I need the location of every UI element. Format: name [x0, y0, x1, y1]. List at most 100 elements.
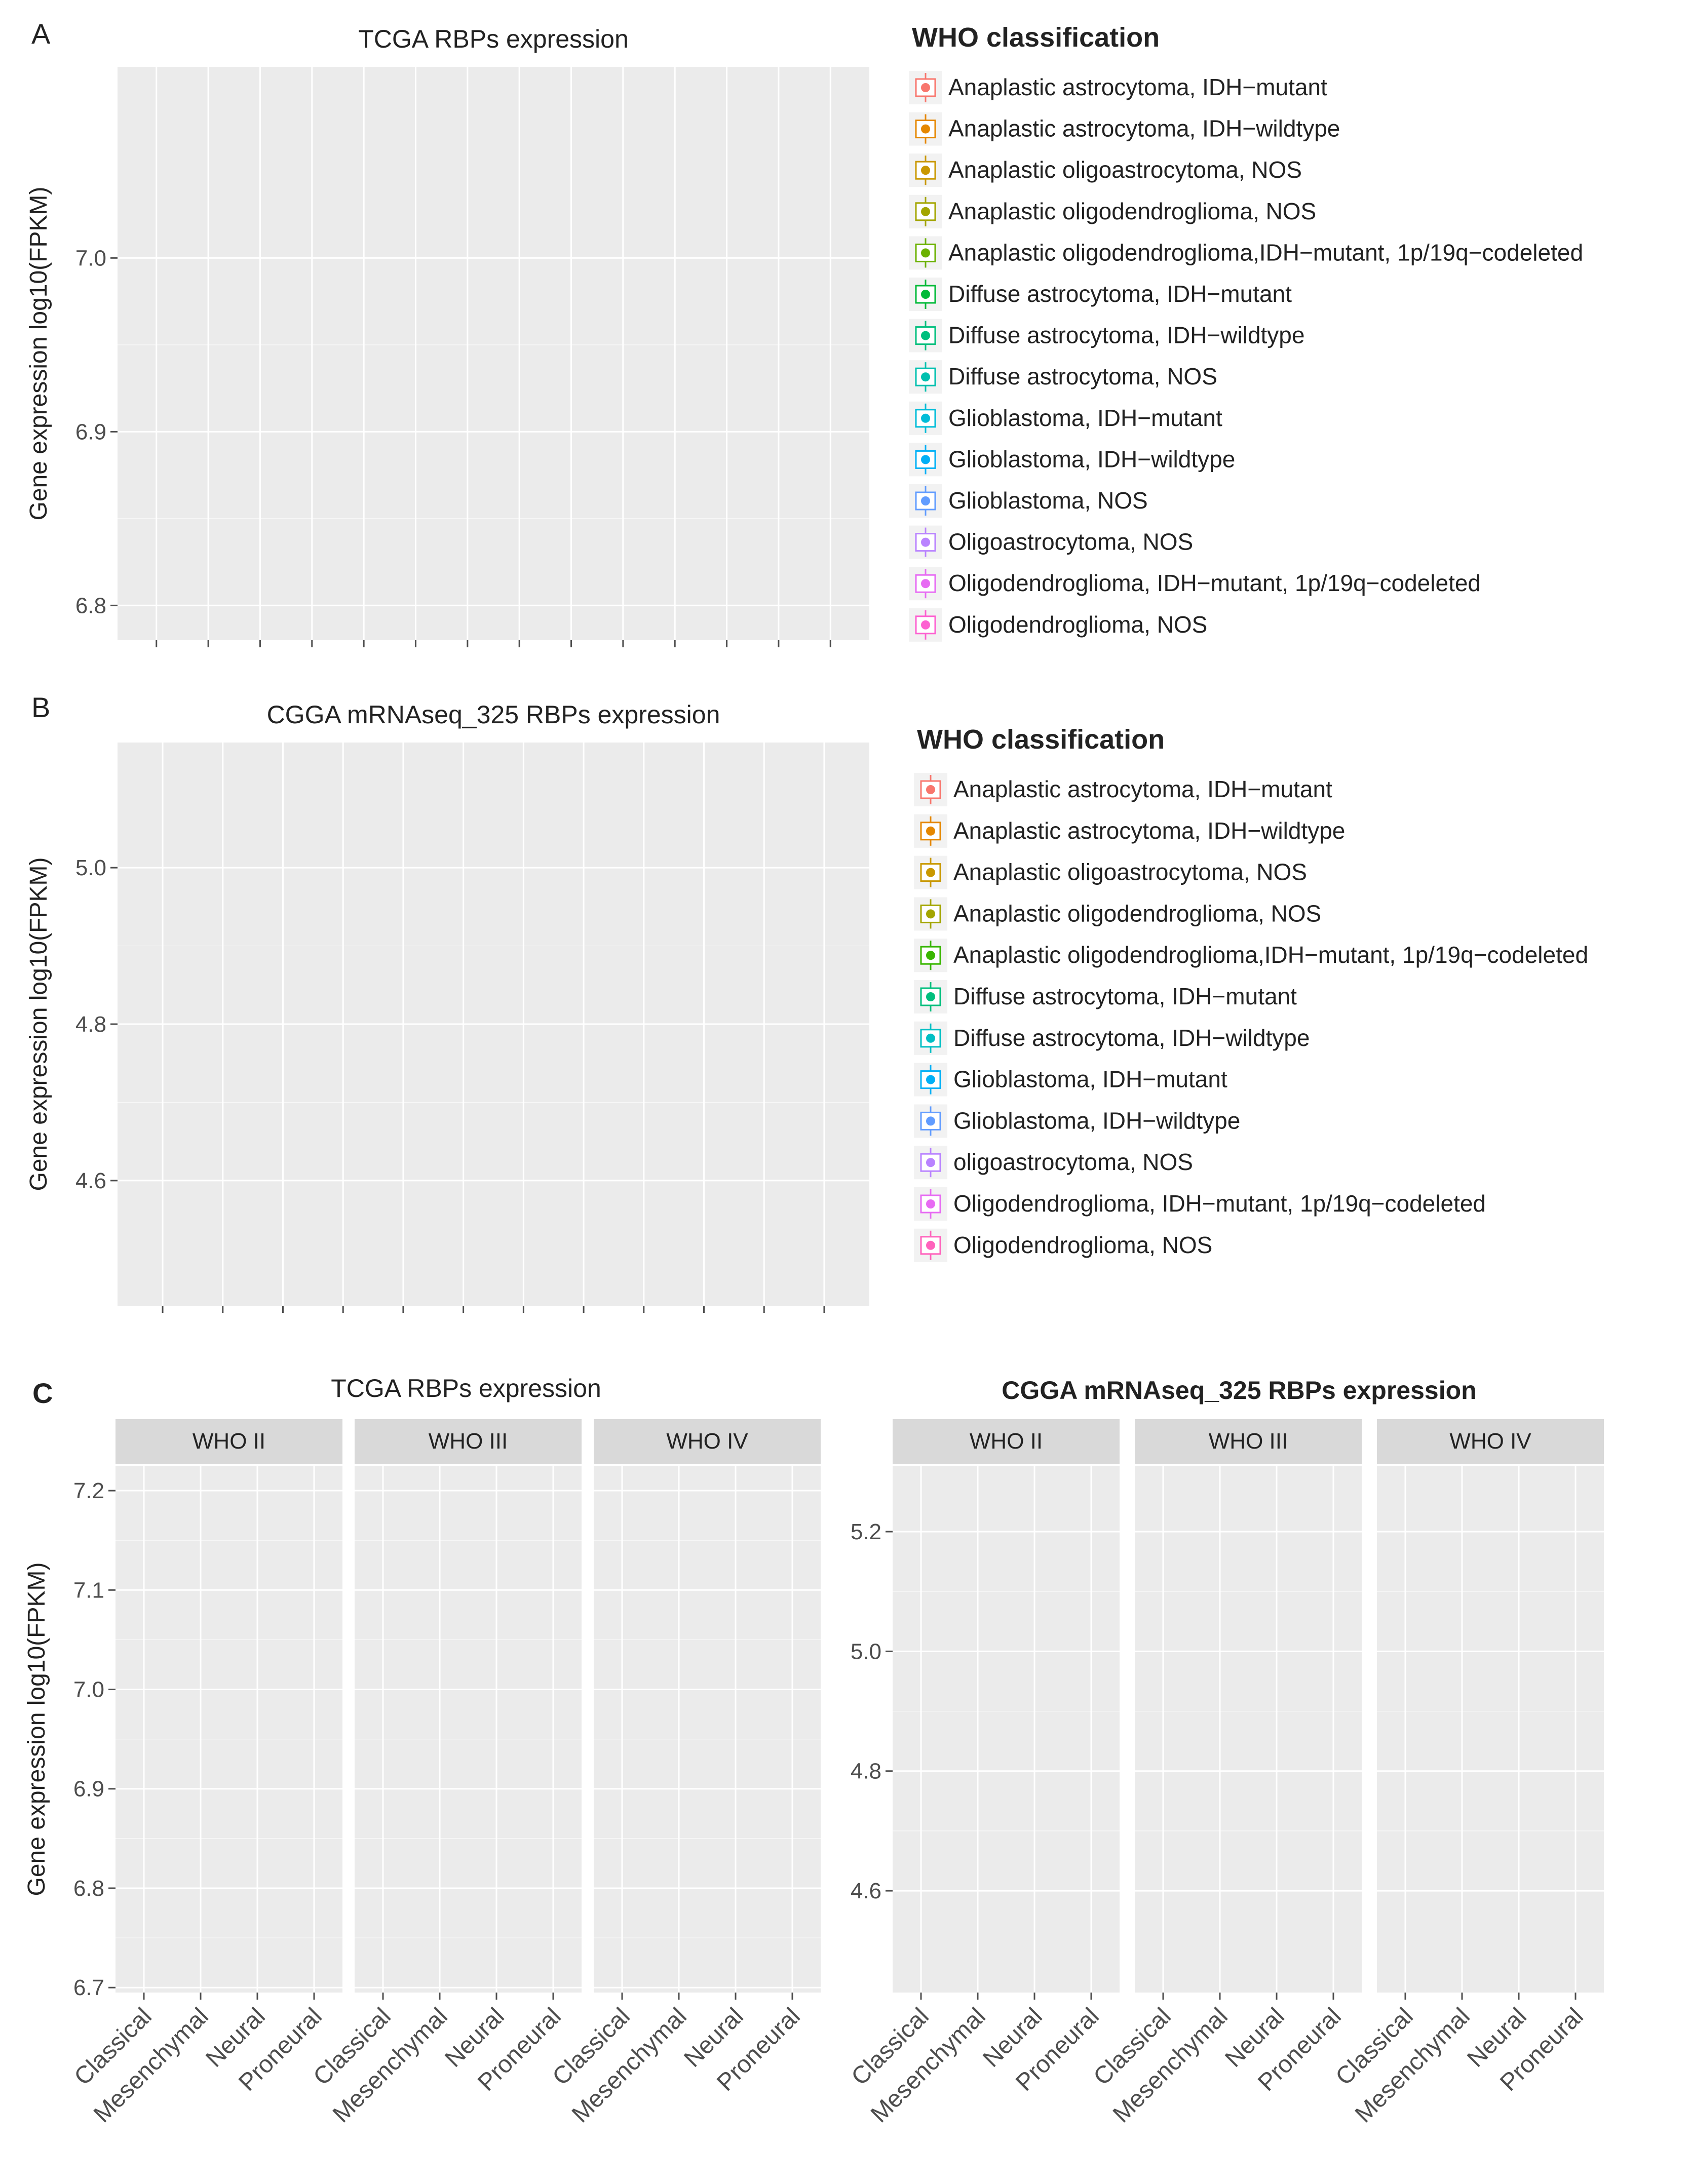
- legend-label: Anaplastic astrocytoma, IDH−mutant: [953, 776, 1332, 802]
- y-tick-label: 6.9: [73, 1777, 104, 1802]
- legend-title: WHO classification: [912, 22, 1160, 53]
- legend-item: Oligodendroglioma, NOS: [914, 1228, 1212, 1262]
- legend-label: Anaplastic astrocytoma, IDH−wildtype: [953, 817, 1345, 844]
- facet-strip-label: WHO IV: [1449, 1429, 1531, 1454]
- legend-key-dot: [921, 331, 930, 340]
- legend-label: Diffuse astrocytoma, IDH−wildtype: [953, 1025, 1310, 1051]
- legend-label: Anaplastic oligodendroglioma,IDH−mutant,…: [953, 942, 1588, 968]
- facet-strip-label: WHO IV: [666, 1429, 748, 1454]
- y-axis-label: Gene expression log10(FPKM): [23, 1563, 50, 1896]
- legend-key-dot: [926, 1033, 935, 1043]
- y-tick-label: 4.6: [851, 1879, 881, 1903]
- legend-label: oligoastrocytoma, NOS: [953, 1149, 1193, 1175]
- legend-key-dot: [921, 537, 930, 547]
- y-tick-label: 6.8: [75, 593, 106, 618]
- facet-panel: [1377, 1466, 1604, 1993]
- legend-item: Anaplastic astrocytoma, IDH−mutant: [909, 71, 1327, 104]
- facet-strip: [893, 1419, 1120, 1464]
- legend-key-dot: [921, 496, 930, 505]
- facet-strip: [1135, 1419, 1362, 1464]
- y-tick-label: 7.0: [75, 246, 106, 270]
- legend-item: Anaplastic astrocytoma, IDH−wildtype: [914, 814, 1345, 848]
- legend-label: Anaplastic oligoastrocytoma, NOS: [953, 859, 1307, 885]
- chart-title: CGGA mRNAseq_325 RBPs expression: [1002, 1376, 1476, 1405]
- plot-panel-A: [118, 67, 869, 640]
- y-tick-label: 6.9: [75, 419, 106, 444]
- facet-strip-label: WHO II: [193, 1429, 265, 1454]
- legend-item: Oligodendroglioma, IDH−mutant, 1p/19q−co…: [909, 567, 1481, 601]
- legend-label: Oligodendroglioma, NOS: [948, 611, 1207, 638]
- legend-key-dot: [921, 290, 930, 299]
- legend-label: Glioblastoma, IDH−mutant: [948, 405, 1222, 431]
- legend-label: Anaplastic oligodendroglioma,IDH−mutant,…: [948, 239, 1583, 265]
- legend-item: Oligodendroglioma, NOS: [909, 608, 1207, 642]
- y-tick-label: 7.1: [73, 1578, 104, 1603]
- legend-key-box: [915, 202, 936, 221]
- facet-panel: [116, 1466, 342, 1993]
- legend-key-dot: [926, 909, 935, 919]
- legend-label: Oligoastrocytoma, NOS: [948, 529, 1193, 555]
- legend-key-dot: [921, 455, 930, 464]
- legend-key-dot: [926, 1116, 935, 1126]
- chart-title: TCGA RBPs expression: [331, 1374, 601, 1402]
- legend-item: Diffuse astrocytoma, IDH−wildtype: [914, 1021, 1310, 1055]
- facet-strip-label: WHO III: [1209, 1429, 1288, 1454]
- y-tick-label: 5.0: [75, 855, 106, 880]
- facet-strip: [594, 1419, 821, 1464]
- legend-label: Diffuse astrocytoma, IDH−wildtype: [948, 322, 1304, 348]
- legend-label: Diffuse astrocytoma, NOS: [948, 363, 1217, 389]
- legend-label: Glioblastoma, IDH−mutant: [953, 1066, 1227, 1093]
- legend-label: Anaplastic oligoastrocytoma, NOS: [948, 157, 1302, 183]
- legend-label: Glioblastoma, IDH−wildtype: [948, 446, 1235, 472]
- legend-key-dot: [926, 826, 935, 836]
- chart-title: TCGA RBPs expression: [358, 25, 629, 53]
- legend-key-dot: [921, 620, 930, 630]
- facet-strip: [1377, 1419, 1604, 1464]
- legend-item: Anaplastic astrocytoma, IDH−wildtype: [909, 112, 1340, 146]
- legend-item: Glioblastoma, IDH−wildtype: [909, 443, 1235, 477]
- legend-item: Diffuse astrocytoma, IDH−mutant: [909, 278, 1292, 311]
- legend-key-dot: [921, 207, 930, 216]
- legend-item: Anaplastic astrocytoma, IDH−mutant: [914, 773, 1332, 806]
- y-tick-label: 4.8: [75, 1012, 106, 1037]
- legend-label: Glioblastoma, IDH−wildtype: [953, 1107, 1240, 1134]
- y-tick-label: 7.2: [73, 1478, 104, 1503]
- legend-item: Glioblastoma, NOS: [909, 484, 1148, 518]
- legend-key-dot: [926, 868, 935, 877]
- y-tick-label: 5.2: [851, 1519, 881, 1544]
- legend-key-box: [915, 326, 936, 345]
- y-tick-label: 5.0: [851, 1639, 881, 1664]
- legend-item: Anaplastic oligodendroglioma,IDH−mutant,…: [909, 236, 1583, 270]
- legend-key-dot: [926, 1158, 935, 1167]
- y-tick-label: 7.0: [73, 1678, 104, 1702]
- y-tick-label: 6.8: [73, 1876, 104, 1901]
- legend-label: Diffuse astrocytoma, IDH−mutant: [953, 983, 1297, 1009]
- legend-key-dot: [921, 579, 930, 589]
- legend-item: Glioblastoma, IDH−mutant: [914, 1063, 1227, 1097]
- legend-item: Diffuse astrocytoma, IDH−wildtype: [909, 319, 1304, 353]
- legend-item: Diffuse astrocytoma, IDH−mutant: [914, 980, 1297, 1013]
- facet-panel: [893, 1466, 1120, 1993]
- panel-label: C: [32, 1377, 53, 1409]
- legend-item: Glioblastoma, IDH−mutant: [909, 401, 1222, 435]
- legend-title: WHO classification: [917, 724, 1165, 755]
- legend-item: Oligodendroglioma, IDH−mutant, 1p/19q−co…: [914, 1187, 1486, 1221]
- legend-key-box: [915, 533, 936, 552]
- legend-item: Anaplastic oligodendroglioma,IDH−mutant,…: [914, 939, 1588, 972]
- legend-key-dot: [926, 992, 935, 1001]
- legend-label: Oligodendroglioma, IDH−mutant, 1p/19q−co…: [948, 570, 1481, 596]
- legend-key-dot: [926, 951, 935, 960]
- facet-panel: [355, 1466, 582, 1993]
- legend-key-dot: [921, 166, 930, 175]
- legend-key-box: [915, 615, 936, 635]
- legend-label: Oligodendroglioma, IDH−mutant, 1p/19q−co…: [953, 1190, 1486, 1217]
- facet-strip-label: WHO II: [970, 1429, 1043, 1454]
- legend-item: Diffuse astrocytoma, NOS: [909, 360, 1217, 394]
- legend-item: Anaplastic oligoastrocytoma, NOS: [914, 855, 1307, 889]
- legend-key-dot: [926, 1075, 935, 1084]
- legend-item: Glioblastoma, IDH−wildtype: [914, 1104, 1240, 1138]
- legend-item: Anaplastic oligoastrocytoma, NOS: [909, 153, 1302, 187]
- legend-label: Anaplastic astrocytoma, IDH−mutant: [948, 74, 1327, 100]
- legend-label: Anaplastic oligodendroglioma, NOS: [953, 900, 1321, 926]
